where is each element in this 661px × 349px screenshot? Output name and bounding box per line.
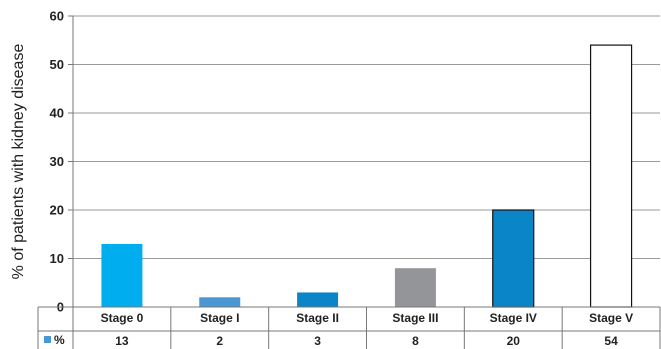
y-tick-label: 20 — [50, 203, 64, 218]
data-value-label: 2 — [216, 334, 223, 348]
y-tick-label: 30 — [50, 154, 64, 169]
y-tick-label: 50 — [50, 57, 64, 72]
gridlines — [73, 15, 660, 259]
y-tick-label: 10 — [50, 251, 64, 266]
y-axis-label: % of patients with kidney disease — [10, 44, 27, 280]
data-value-label: 13 — [115, 334, 129, 348]
data-value-label: 8 — [412, 334, 419, 348]
bar-stage-0 — [101, 243, 143, 307]
bars — [101, 44, 633, 308]
category-label: Stage IV — [490, 311, 537, 325]
category-label: Stage 0 — [101, 311, 144, 325]
data-value-label: 20 — [507, 334, 521, 348]
data-table: Stage 0 13 Stage I 2 Stage II 3 Stage III 8 Stag… — [37, 306, 661, 349]
data-value-label: 54 — [604, 334, 618, 348]
bar-stage-ii — [297, 292, 339, 307]
data-value-label: 3 — [314, 334, 321, 348]
bar-stage-iii — [394, 268, 436, 307]
bar-stage-i — [199, 297, 241, 307]
y-tick-label: 60 — [50, 9, 64, 24]
y-tick-label: 40 — [50, 106, 64, 121]
category-label: Stage III — [392, 311, 438, 325]
category-label: Stage II — [296, 311, 339, 325]
bar-stage-v — [589, 44, 633, 308]
category-label: Stage V — [589, 311, 633, 325]
legend-swatch — [44, 336, 51, 343]
category-label: Stage I — [200, 311, 239, 325]
bar-stage-iv — [492, 209, 535, 308]
legend-label: % — [54, 333, 65, 347]
